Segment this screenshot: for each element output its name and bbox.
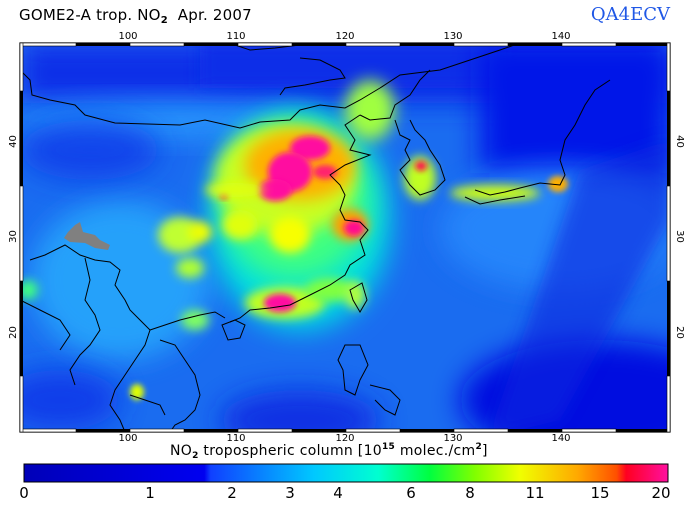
cbar-label-units: molec./cm [395, 443, 475, 459]
latitude-tick-label: 40 [674, 135, 685, 148]
longitude-tick-label: 110 [226, 31, 245, 42]
cbar-label-no: NO [170, 443, 192, 459]
latitude-tick-label: 40 [8, 135, 19, 148]
colorbar-tick-label: 1 [145, 484, 155, 502]
colorbar-tick-label: 0 [19, 484, 29, 502]
colorbar-tick-label: 4 [333, 484, 343, 502]
colorbar-label: NO2 tropospheric column [1015 molec./cm2… [170, 442, 488, 461]
latitude-tick-label: 30 [8, 230, 19, 243]
colorbar-tick-label: 8 [465, 484, 475, 502]
latitude-tick-label: 20 [674, 326, 685, 339]
map-field [0, 43, 692, 460]
longitude-tick-label: 130 [443, 31, 462, 42]
longitude-tick-label: 120 [335, 31, 354, 42]
longitude-tick-label: 100 [118, 31, 137, 42]
latitude-tick-label: 20 [8, 326, 19, 339]
colorbar-tick-label: 20 [651, 484, 670, 502]
no2-map [0, 0, 692, 507]
colorbar [24, 464, 668, 482]
colorbar-tick-label: 11 [525, 484, 544, 502]
cbar-label-end: ] [482, 443, 488, 459]
longitude-tick-label: 140 [551, 31, 570, 42]
colorbar-tick-label: 6 [406, 484, 416, 502]
longitude-tick-label: 140 [551, 433, 570, 444]
latitude-tick-label: 30 [674, 230, 685, 243]
cbar-label-exp: 15 [382, 442, 395, 452]
colorbar-tick-label: 15 [590, 484, 609, 502]
colorbar-tick-label: 2 [227, 484, 237, 502]
cbar-label-mid: tropospheric column [10 [199, 443, 382, 459]
longitude-tick-label: 100 [118, 433, 137, 444]
colorbar-tick-label: 3 [285, 484, 295, 502]
